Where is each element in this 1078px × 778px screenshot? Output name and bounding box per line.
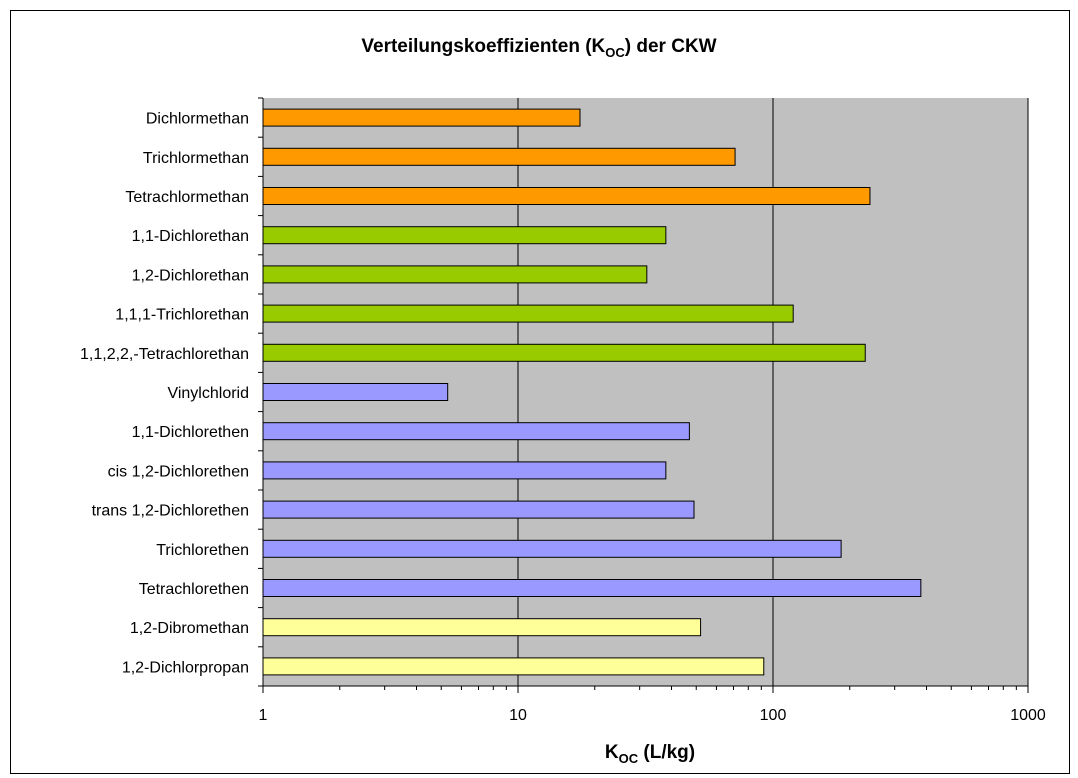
bar-13 (262, 579, 922, 597)
category-label: 1,2-Dichlorpropan (122, 659, 249, 676)
bar-5 (262, 265, 648, 284)
bar-7 (262, 343, 866, 362)
bar-11 (262, 500, 695, 519)
category-label: trans 1,2-Dichlorethen (92, 503, 249, 520)
bar-6 (262, 304, 794, 323)
x-tick-labels: 1 10 100 1000 (259, 707, 1046, 724)
x-tick-label: 1 (259, 707, 268, 724)
category-label: cis 1,2-Dichlorethen (108, 463, 249, 480)
x-tick-label: 10 (509, 707, 527, 724)
category-label: 1,1-Dichlorethen (132, 424, 249, 441)
x-axis-label: KOC (L/kg) (605, 742, 695, 766)
bar-4 (262, 226, 667, 245)
category-label: Trichlormethan (143, 150, 249, 167)
x-tick-label: 1000 (1010, 707, 1046, 724)
bar-10 (262, 461, 667, 480)
axes (258, 97, 1029, 693)
category-label: 1,2-Dibromethan (130, 620, 249, 637)
bar-14 (262, 618, 702, 637)
chart-title: Verteilungskoeffizienten (KOC) der CKW (361, 36, 716, 60)
category-label: Vinylchlorid (167, 385, 249, 402)
category-label: 1,1,1-Trichlorethan (115, 307, 249, 324)
x-tick-label: 100 (760, 707, 787, 724)
bar-3 (262, 187, 871, 205)
category-label: Tetrachlormethan (125, 189, 249, 206)
bars (262, 108, 922, 676)
bar-12 (262, 539, 842, 558)
category-label: 1,1,2,2,-Tetrachlorethan (80, 346, 249, 363)
category-label: 1,2-Dichlorethan (132, 267, 249, 284)
category-label: 1,1-Dichlorethan (132, 228, 249, 245)
bar-2 (262, 147, 736, 166)
category-labels: Dichlormethan Trichlormethan Tetrachlormet… (80, 111, 249, 677)
bar-15 (262, 657, 765, 676)
category-label: Dichlormethan (146, 111, 249, 128)
bar-1 (262, 108, 581, 127)
bar-8 (262, 383, 449, 401)
category-label: Tetrachlorethen (139, 581, 249, 598)
category-label: Trichlorethen (156, 542, 249, 559)
bar-9 (262, 422, 690, 441)
